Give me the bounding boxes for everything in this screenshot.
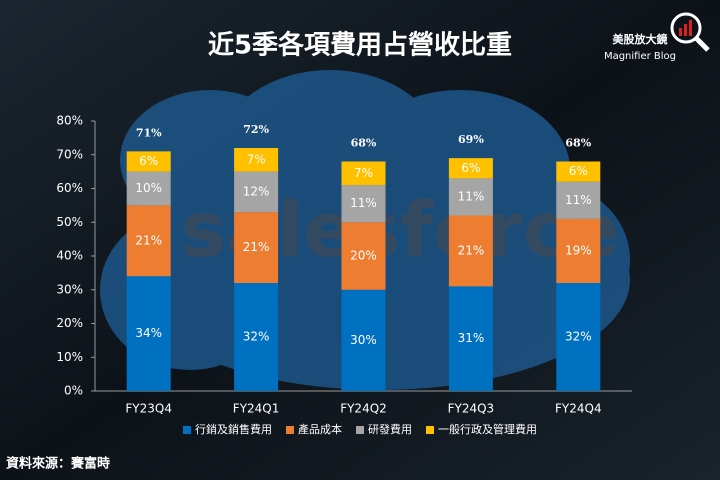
value-label: 11% [565, 193, 592, 207]
value-label: 32% [565, 330, 592, 344]
brand-name: 美股放大鏡 [613, 32, 668, 46]
bar-segment [234, 148, 279, 172]
value-label: 12% [243, 184, 270, 198]
y-tick-label: 30% [56, 282, 83, 296]
bar-segment [234, 212, 279, 283]
value-label: 32% [243, 330, 270, 344]
value-label: 11% [458, 189, 485, 203]
value-label: 20% [350, 249, 377, 263]
bar-segment [234, 283, 279, 391]
bar-segment [341, 185, 386, 223]
value-label: 31% [458, 331, 485, 345]
legend-label: 產品成本 [298, 422, 342, 436]
total-label: 71% [136, 126, 162, 139]
bar-segment [556, 161, 601, 182]
legend-swatch [183, 426, 191, 434]
y-tick-label: 70% [56, 147, 83, 161]
value-label: 10% [135, 181, 162, 195]
x-tick-label: FY24Q3 [448, 402, 495, 416]
x-tick-label: FY23Q4 [125, 402, 172, 416]
value-label: 19% [565, 243, 592, 257]
x-tick-label: FY24Q4 [555, 402, 602, 416]
value-label: 30% [350, 333, 377, 347]
bar-segment [341, 222, 386, 290]
y-tick-label: 50% [56, 215, 83, 229]
bar-segment [126, 171, 171, 206]
value-label: 21% [458, 243, 485, 257]
bar-segment [448, 215, 493, 287]
x-tick-label: FY24Q1 [233, 402, 280, 416]
bar-segment [448, 178, 493, 216]
bar-segment [448, 158, 493, 179]
y-tick-label: 80% [56, 114, 83, 128]
bar-segment [126, 205, 171, 277]
legend-swatch [356, 426, 364, 434]
y-tick-label: 20% [56, 316, 83, 330]
bar-segment [556, 283, 601, 391]
bar-segment [234, 171, 279, 213]
total-label: 68% [565, 137, 591, 150]
legend-label: 一般行政及管理費用 [438, 422, 537, 436]
bar-segment [341, 161, 386, 186]
bar-segment [126, 276, 171, 391]
total-label: 72% [243, 123, 269, 136]
y-tick-label: 40% [56, 249, 83, 263]
bar-segment [448, 286, 493, 391]
bar-segment [341, 289, 386, 391]
total-label: 69% [458, 133, 484, 146]
chart-title: 近5季各項費用占營收比重 [208, 30, 512, 61]
value-label: 7% [247, 152, 266, 166]
value-label: 34% [135, 326, 162, 340]
x-tick-label: FY24Q2 [340, 402, 387, 416]
brand-subtitle: Magnifier Blog [604, 51, 676, 62]
total-label: 68% [351, 137, 377, 150]
bar-segment [556, 218, 601, 283]
bar-segment [556, 181, 601, 219]
legend-swatch [286, 426, 294, 434]
value-label: 6% [139, 154, 158, 168]
y-tick-label: 60% [56, 181, 83, 195]
y-tick-label: 0% [64, 384, 83, 398]
value-label: 21% [135, 233, 162, 247]
y-tick-label: 10% [56, 350, 83, 364]
value-label: 11% [350, 196, 377, 210]
bar-segment [126, 151, 171, 172]
brand-icon [670, 12, 710, 52]
value-label: 6% [569, 164, 588, 178]
legend-swatch [426, 426, 434, 434]
source: 資料來源：賽富時 [6, 456, 110, 472]
legend-label: 行銷及銷售費用 [195, 422, 272, 436]
legend-label: 研發費用 [368, 422, 412, 436]
value-label: 7% [354, 166, 373, 180]
value-label: 21% [243, 240, 270, 254]
value-label: 6% [461, 161, 480, 175]
